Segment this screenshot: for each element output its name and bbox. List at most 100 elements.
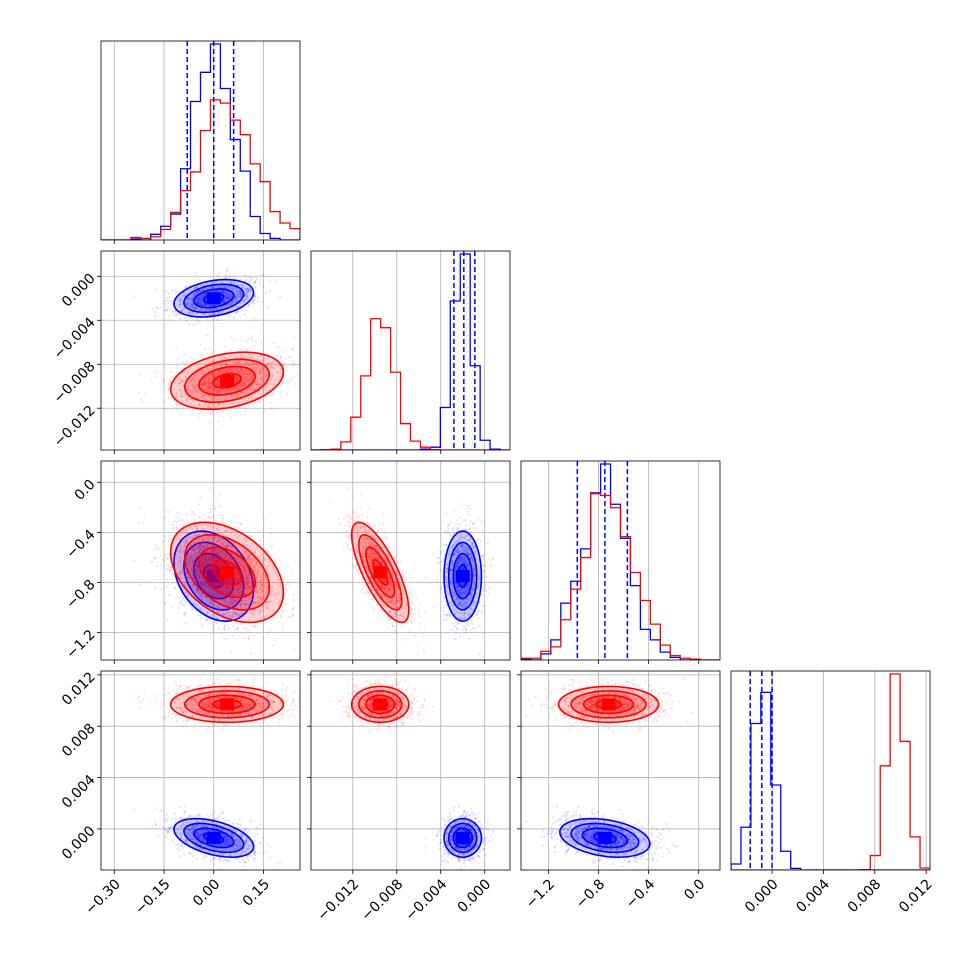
scatter-point [265, 614, 268, 617]
scatter-point [213, 547, 216, 550]
scatter-point [235, 375, 239, 378]
scatter-point [206, 561, 209, 564]
scatter-point [183, 292, 186, 295]
scatter-point [203, 382, 206, 386]
scatter-point [200, 370, 203, 373]
scatter-point [244, 577, 247, 580]
scatter-point [217, 370, 220, 373]
scatter-point [223, 585, 226, 588]
scatter-point [194, 525, 198, 528]
scatter-point [206, 405, 210, 408]
scatter-point [192, 386, 195, 389]
scatter-point [220, 289, 223, 293]
scatter-point [222, 515, 225, 518]
scatter-point [258, 383, 261, 386]
scatter-point [236, 627, 239, 630]
scatter-point [193, 306, 197, 309]
scatter-point [204, 347, 207, 350]
scatter-point [240, 583, 243, 586]
scatter-point [224, 295, 227, 298]
scatter-point [218, 370, 221, 373]
scatter-point [226, 293, 229, 296]
scatter-point [187, 556, 190, 559]
scatter-point [198, 576, 201, 579]
scatter-point [204, 398, 207, 402]
scatter-point [201, 595, 204, 598]
scatter-point [215, 583, 218, 586]
scatter-point [201, 562, 204, 565]
scatter-point [244, 368, 247, 371]
scatter-point [304, 386, 306, 388]
scatter-point [214, 382, 217, 385]
scatter-point [207, 358, 210, 361]
scatter-point [181, 599, 184, 602]
scatter-point [195, 388, 198, 391]
scatter-point [193, 587, 197, 590]
scatter-point [247, 369, 250, 372]
scatter-point [212, 388, 215, 392]
scatter-point [187, 296, 190, 300]
scatter-point [244, 593, 247, 596]
scatter-point [291, 347, 294, 351]
scatter-point [233, 376, 236, 379]
scatter-point [226, 297, 229, 300]
scatter-point [212, 387, 215, 391]
scatter-point [208, 602, 211, 605]
panel-frame [310, 250, 511, 451]
scatter-point [224, 546, 227, 549]
scatter-point [209, 367, 212, 370]
scatter-point [244, 563, 247, 566]
scatter-point [192, 287, 195, 290]
scatter-point [233, 296, 236, 299]
scatter-point [243, 541, 246, 544]
scatter-point [237, 578, 240, 581]
scatter-point [167, 306, 170, 309]
scatter-point [292, 362, 296, 365]
scatter-point [191, 514, 194, 517]
scatter-point [167, 292, 170, 295]
scatter-point [222, 410, 225, 413]
scatter-point [184, 541, 187, 544]
scatter-point [245, 278, 248, 282]
scatter-point [284, 348, 288, 351]
scatter-point [217, 562, 221, 566]
scatter-point [213, 557, 216, 560]
scatter-point [188, 301, 191, 304]
scatter-point [213, 289, 216, 292]
scatter-point [178, 382, 182, 385]
scatter-point [139, 373, 142, 377]
scatter-point [195, 286, 198, 289]
scatter-point [227, 286, 230, 289]
scatter-point [198, 572, 201, 575]
scatter-point [240, 363, 244, 366]
scatter-point [239, 315, 242, 318]
scatter-point [201, 583, 204, 586]
scatter-point [275, 592, 278, 595]
scatter-point [233, 628, 236, 631]
scatter-point [207, 592, 211, 595]
scatter-point [241, 372, 244, 375]
scatter-point [167, 383, 170, 386]
scatter-point [207, 321, 210, 324]
scatter-point [205, 583, 209, 586]
scatter-point [292, 594, 295, 597]
scatter-point [199, 392, 202, 396]
scatter-point [211, 525, 214, 528]
scatter-point [244, 581, 247, 584]
scatter-point [227, 611, 231, 614]
scatter-point [163, 400, 166, 403]
scatter-point [169, 537, 172, 540]
scatter-point [250, 377, 253, 380]
scatter-point [206, 383, 209, 386]
scatter-point [245, 576, 248, 579]
scatter-point [208, 391, 211, 394]
scatter-point [200, 546, 203, 549]
scatter-point [208, 387, 211, 390]
scatter-point [200, 564, 203, 568]
scatter-point [189, 543, 192, 546]
scatter-point [154, 548, 157, 551]
scatter-point [200, 296, 204, 299]
scatter-point [231, 600, 234, 604]
scatter-point [218, 582, 221, 586]
scatter-point [219, 564, 222, 567]
